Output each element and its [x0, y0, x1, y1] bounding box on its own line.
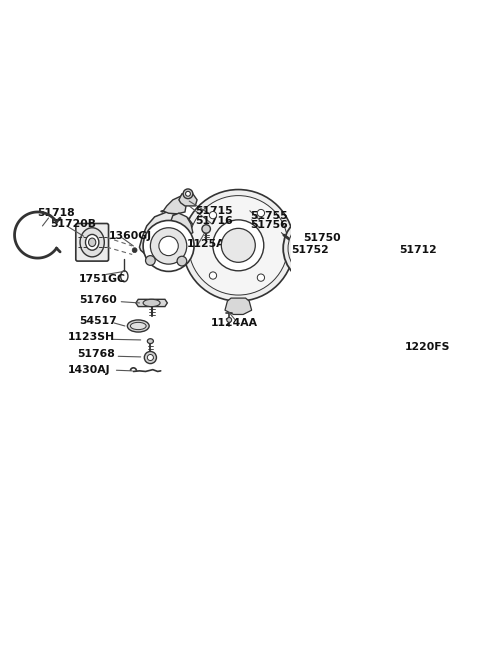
Circle shape	[209, 212, 216, 219]
Circle shape	[189, 196, 288, 295]
Text: 51716: 51716	[195, 216, 233, 226]
Circle shape	[147, 354, 154, 360]
Circle shape	[449, 217, 480, 314]
Circle shape	[257, 210, 264, 217]
Circle shape	[468, 236, 480, 295]
Circle shape	[150, 228, 187, 264]
Circle shape	[421, 189, 480, 342]
Text: 1123SH: 1123SH	[68, 332, 115, 342]
Ellipse shape	[120, 271, 128, 282]
Text: 51768: 51768	[78, 349, 115, 359]
Text: 51752: 51752	[291, 244, 329, 255]
Ellipse shape	[127, 320, 149, 332]
Ellipse shape	[131, 322, 146, 329]
Text: 51715: 51715	[195, 206, 233, 215]
Text: 51720B: 51720B	[50, 219, 96, 229]
Circle shape	[144, 352, 156, 364]
Circle shape	[288, 218, 348, 278]
Text: 1430AJ: 1430AJ	[68, 365, 110, 375]
Circle shape	[159, 236, 178, 255]
Text: 1360GJ: 1360GJ	[109, 231, 152, 241]
Text: 51760: 51760	[79, 295, 117, 305]
Circle shape	[315, 221, 322, 229]
Circle shape	[202, 225, 210, 233]
Text: 51718: 51718	[37, 208, 75, 218]
Ellipse shape	[85, 234, 99, 250]
Circle shape	[209, 272, 216, 279]
Circle shape	[283, 213, 354, 284]
Circle shape	[132, 248, 137, 253]
Text: 54517: 54517	[79, 316, 117, 326]
Circle shape	[221, 229, 255, 262]
Text: 51750: 51750	[303, 233, 341, 243]
FancyBboxPatch shape	[76, 223, 108, 261]
Circle shape	[182, 189, 294, 301]
Polygon shape	[179, 194, 197, 206]
Circle shape	[257, 274, 264, 281]
Circle shape	[336, 238, 344, 245]
Circle shape	[145, 255, 155, 265]
Circle shape	[293, 238, 300, 245]
Circle shape	[186, 191, 191, 196]
Circle shape	[177, 256, 187, 266]
Ellipse shape	[88, 238, 96, 246]
Ellipse shape	[80, 228, 104, 257]
Circle shape	[213, 220, 264, 271]
Text: 51756: 51756	[250, 220, 288, 231]
Circle shape	[311, 241, 325, 255]
Ellipse shape	[147, 339, 154, 344]
Circle shape	[455, 248, 465, 258]
Ellipse shape	[143, 299, 160, 307]
Circle shape	[305, 235, 332, 262]
Circle shape	[227, 318, 232, 322]
Polygon shape	[136, 299, 168, 307]
Text: 51755: 51755	[250, 211, 288, 221]
Text: 1220FS: 1220FS	[405, 342, 450, 352]
Circle shape	[301, 263, 309, 271]
Polygon shape	[168, 213, 193, 235]
Text: 1751GC: 1751GC	[79, 274, 126, 284]
Circle shape	[183, 189, 193, 198]
Polygon shape	[140, 212, 197, 261]
Text: 1125AB: 1125AB	[187, 239, 233, 249]
Circle shape	[328, 263, 336, 271]
Text: 51712: 51712	[399, 244, 437, 255]
Circle shape	[411, 179, 480, 352]
Circle shape	[475, 244, 480, 287]
Circle shape	[143, 221, 194, 271]
Circle shape	[469, 292, 479, 302]
Polygon shape	[161, 196, 187, 214]
Polygon shape	[225, 298, 252, 314]
Text: 1124AA: 1124AA	[211, 318, 258, 328]
